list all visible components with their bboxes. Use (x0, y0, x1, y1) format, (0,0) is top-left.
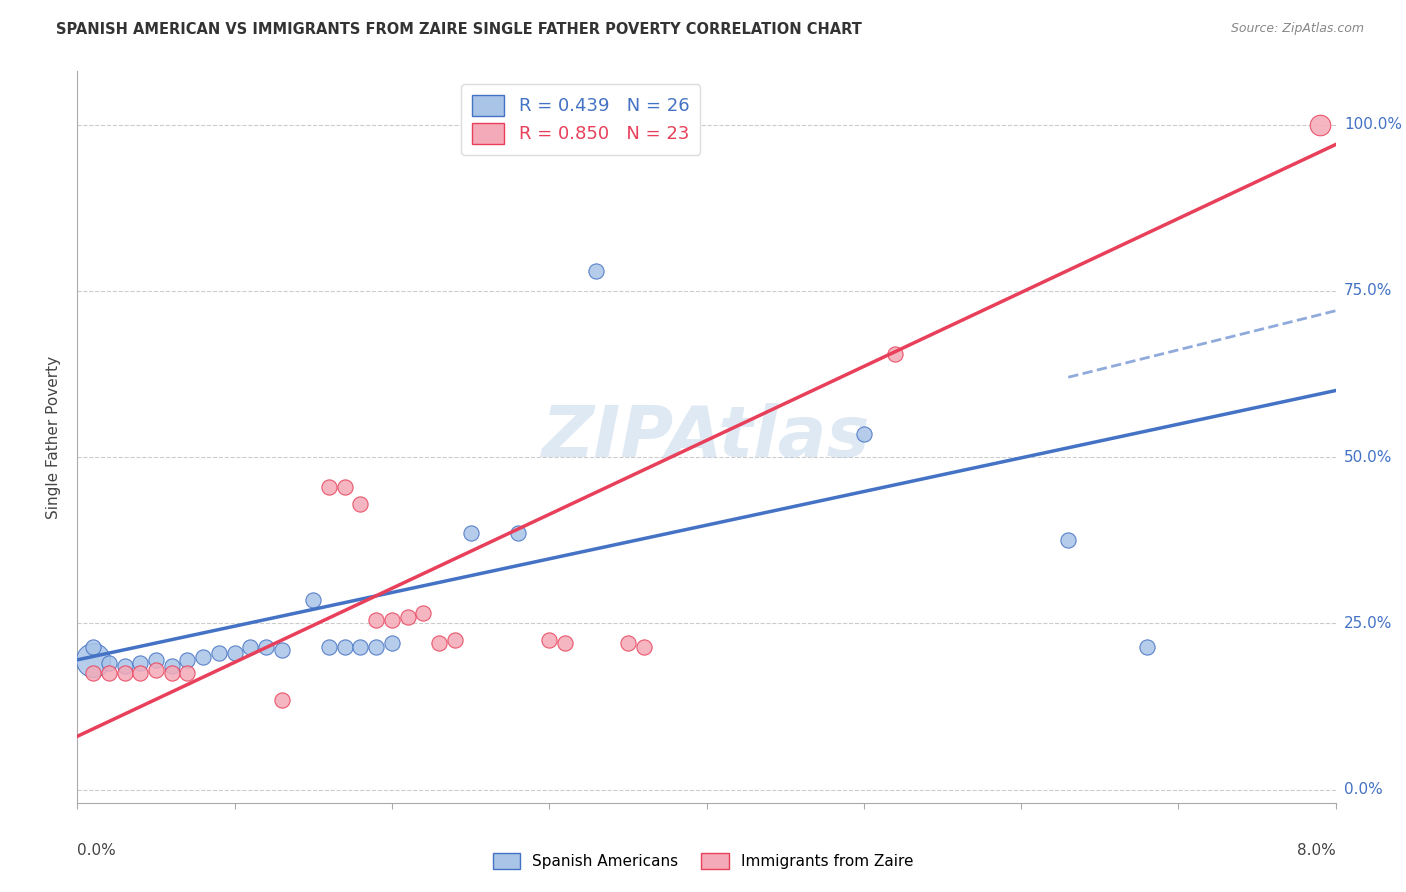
Point (633, 640, 655, 654)
Point (129, 666, 152, 681)
Text: 50.0%: 50.0% (1344, 450, 1392, 465)
Text: 75.0%: 75.0% (1344, 284, 1392, 298)
Text: 0.0%: 0.0% (77, 843, 117, 858)
Point (191, 649, 215, 664)
Point (617, 636, 640, 650)
Point (97, 666, 120, 681)
Point (349, 640, 371, 654)
Point (270, 643, 292, 657)
Point (460, 526, 482, 541)
Point (224, 646, 246, 660)
Point (82, 666, 104, 681)
Text: 8.0%: 8.0% (1296, 843, 1336, 858)
Text: ZIPAtlas: ZIPAtlas (543, 402, 870, 472)
Point (381, 636, 404, 650)
Point (554, 636, 576, 650)
Point (852, 426, 875, 441)
Point (160, 666, 183, 681)
Point (145, 663, 167, 677)
Point (1136, 640, 1159, 654)
Point (349, 497, 371, 511)
Point (82, 640, 104, 654)
Legend: R = 0.439   N = 26, R = 0.850   N = 23: R = 0.439 N = 26, R = 0.850 N = 23 (461, 84, 700, 154)
Point (318, 640, 340, 654)
Point (114, 659, 136, 673)
Point (396, 609, 419, 624)
Point (366, 640, 388, 654)
Point (506, 526, 529, 541)
Point (302, 593, 325, 607)
Point (585, 264, 607, 278)
Point (176, 653, 198, 667)
Point (444, 632, 467, 647)
Point (318, 480, 340, 494)
Point (333, 480, 356, 494)
Point (1057, 533, 1080, 548)
Point (254, 640, 277, 654)
Point (366, 613, 388, 627)
Legend: Spanish Americans, Immigrants from Zaire: Spanish Americans, Immigrants from Zaire (486, 847, 920, 875)
Point (538, 632, 561, 647)
Point (412, 607, 434, 621)
Point (884, 347, 907, 361)
Text: SPANISH AMERICAN VS IMMIGRANTS FROM ZAIRE SINGLE FATHER POVERTY CORRELATION CHAR: SPANISH AMERICAN VS IMMIGRANTS FROM ZAIR… (56, 22, 862, 37)
Point (129, 656, 152, 670)
Point (114, 666, 136, 681)
Point (82, 653, 104, 667)
Point (176, 666, 198, 681)
Text: 0.0%: 0.0% (1344, 782, 1382, 797)
Y-axis label: Single Father Poverty: Single Father Poverty (46, 356, 62, 518)
Point (270, 692, 292, 706)
Point (208, 646, 231, 660)
Text: 25.0%: 25.0% (1344, 615, 1392, 631)
Point (427, 636, 450, 650)
Point (239, 640, 262, 654)
Point (160, 659, 183, 673)
Text: Source: ZipAtlas.com: Source: ZipAtlas.com (1230, 22, 1364, 36)
Point (145, 653, 167, 667)
Text: 100.0%: 100.0% (1344, 117, 1402, 132)
Point (97, 656, 120, 670)
Point (333, 640, 356, 654)
Point (381, 613, 404, 627)
Point (1309, 118, 1331, 132)
